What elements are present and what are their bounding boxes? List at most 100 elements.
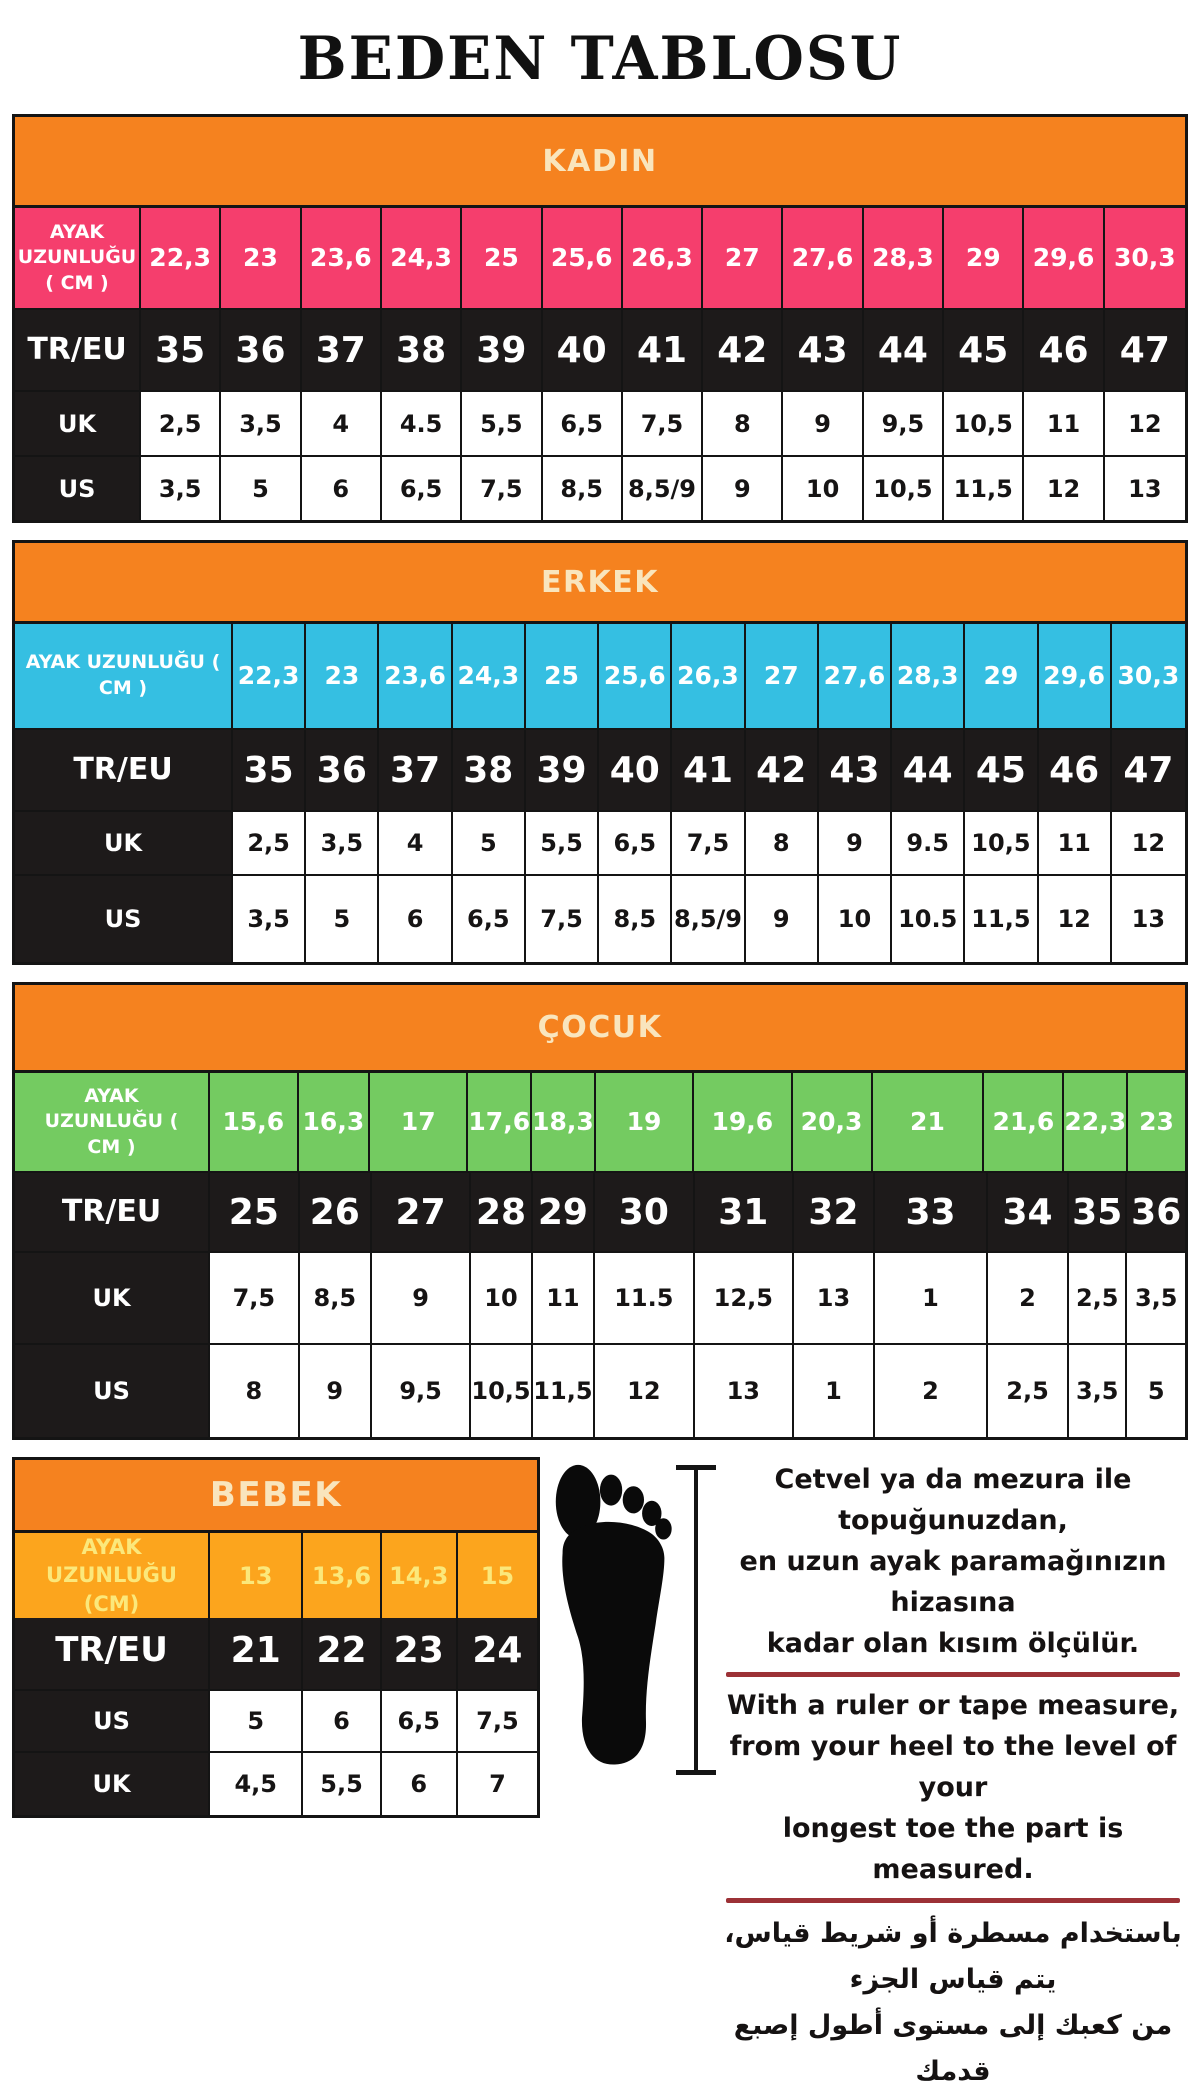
- size-cell: 25,6: [599, 624, 673, 728]
- foot-measure-illustration: [554, 1457, 716, 1797]
- size-cell: 10.5: [892, 876, 966, 962]
- instruction-tr-line2: en uzun ayak paramağınızın hizasına: [739, 1546, 1167, 1618]
- size-cell: 3,5: [141, 457, 222, 520]
- size-cell: 5,5: [303, 1753, 382, 1815]
- size-cell: 12,5: [694, 1253, 795, 1343]
- size-cell: 23: [382, 1611, 458, 1689]
- size-cell: 10,5: [863, 457, 945, 520]
- size-cell: 29: [965, 624, 1039, 728]
- measure-line-icon: [676, 1465, 716, 1775]
- row-label: US: [15, 457, 141, 520]
- table-row-erkek-ayak-uzunlu-u-cm: AYAK UZUNLUĞU ( CM ) 22,3 23 23,6 24,3 25 25,6…: [15, 624, 1185, 730]
- size-cell: 26,3: [622, 208, 704, 308]
- table-row-cocuk-uk: UK 7,5 8,5 9 10 11 11.5 12,5 13 1 2 2,5 3,5: [15, 1253, 1185, 1345]
- size-cell: 12: [1024, 457, 1105, 520]
- size-cell: 7,5: [525, 876, 600, 962]
- size-cell: 36: [221, 310, 302, 390]
- size-cell: 7,5: [672, 812, 746, 874]
- size-cell: 8,5/9: [622, 457, 704, 520]
- size-cell: 6,5: [599, 812, 673, 874]
- size-cell: 25: [462, 208, 543, 308]
- size-cell: 13: [694, 1345, 795, 1437]
- size-cell: 11: [1024, 392, 1105, 455]
- size-cell: 2,5: [1068, 1253, 1128, 1343]
- size-cell: 24,3: [381, 208, 463, 308]
- table-row-bebek-tr-eu: TR/EU 21 22 23 24: [15, 1611, 537, 1691]
- size-cell: 11,5: [965, 876, 1039, 962]
- size-cell: 21: [872, 1073, 985, 1171]
- table-row-erkek-tr-eu: TR/EU 35 36 37 38 39 40 41 42 43 44 45 46 47: [15, 730, 1185, 812]
- size-cell: 45: [944, 310, 1025, 390]
- divider-line: [726, 1898, 1180, 1903]
- size-cell: 23: [221, 208, 302, 308]
- table-row-kadin-ayak-uzunlu-u-cm: AYAK UZUNLUĞU ( CM ) 22,3 23 23,6 24,3 25 25,6…: [15, 208, 1185, 310]
- size-cell: 2,5: [988, 1345, 1069, 1437]
- size-cell: 8: [210, 1345, 300, 1437]
- table-row-erkek-uk: UK 2,5 3,5 4 5 5,5 6,5 7,5 8 9 9.5 10,5 11 12: [15, 812, 1185, 876]
- size-cell: 36: [1131, 1191, 1182, 1233]
- size-table-cocuk: ÇOCUK AYAK UZUNLUĞU ( CM ) 15,6 16,3 17 17,6 1…: [12, 982, 1188, 1440]
- size-cell: 9,5: [863, 392, 945, 455]
- table-title-cocuk: ÇOCUK: [15, 985, 1185, 1073]
- size-cell: 27,6: [818, 624, 893, 728]
- size-cell: 9: [818, 812, 893, 874]
- table-row-kadin-tr-eu: TR/EU 35 36 37 38 39 40 41 42 43 44 45 46 47: [15, 310, 1185, 392]
- instruction-ar-line1: باستخدام مسطرة أو شريط قياس، يتم قياس ال…: [724, 1918, 1182, 1995]
- size-cell: 5: [452, 812, 526, 874]
- size-cell: 13: [794, 1253, 875, 1343]
- size-cell: 9: [783, 392, 864, 455]
- size-cell: 7: [457, 1753, 537, 1815]
- size-cell: 15: [457, 1533, 537, 1619]
- size-cell: 3,5: [1068, 1345, 1128, 1437]
- size-cell: 22,3: [1064, 1073, 1129, 1171]
- size-cell: 8,5/9: [672, 876, 746, 962]
- size-cell: 37: [379, 730, 453, 810]
- instruction-arabic-block: باستخدام مسطرة أو شريط قياس، يتم قياس ال…: [722, 1911, 1184, 2095]
- row-label: UK: [15, 812, 233, 874]
- size-cell: 8,5: [299, 1253, 372, 1343]
- size-cell: 23,6: [379, 624, 453, 728]
- table-row-cocuk-us: US 8 9 9,5 10,5 11,5 12 13 1 2 2,5 3,5 5: [15, 1345, 1185, 1437]
- size-cell: 39: [526, 730, 600, 810]
- row-label: UK: [15, 392, 141, 455]
- size-cell: 5: [1127, 1345, 1185, 1437]
- size-cell: 10,5: [471, 1345, 533, 1437]
- size-cell: 9.5: [892, 812, 966, 874]
- size-cell: 24,3: [452, 624, 526, 728]
- size-cell: 22,3: [141, 208, 222, 308]
- main-tables: KADIN AYAK UZUNLUĞU ( CM ) 22,3 23 23,6 24,3 2…: [12, 114, 1188, 1440]
- size-cell: 13: [1111, 876, 1185, 962]
- size-cell: 11.5: [595, 1253, 695, 1343]
- row-label: TR/EU: [15, 1173, 210, 1251]
- size-cell: 35: [141, 310, 222, 390]
- instruction-en-line1: With a ruler or tape measure,: [726, 1690, 1180, 1721]
- size-cell: 16,3: [298, 1073, 371, 1171]
- size-cell: 1: [874, 1253, 989, 1343]
- size-cell: 35: [233, 730, 307, 810]
- size-cell: 47: [1123, 749, 1174, 791]
- size-cell: 33: [875, 1173, 989, 1251]
- size-cell: 39: [462, 310, 543, 390]
- size-cell: 30,3: [1104, 208, 1185, 308]
- row-label: TR/EU: [15, 1611, 210, 1689]
- size-cell: 1: [794, 1345, 875, 1437]
- size-cell: 8: [745, 812, 819, 874]
- row-label: US: [15, 1691, 210, 1751]
- size-cell: 12: [595, 1345, 695, 1437]
- size-cell: 3,5: [221, 392, 302, 455]
- size-cell: 21: [210, 1611, 304, 1689]
- size-cell: 21,6: [984, 1073, 1065, 1171]
- size-cell: 4: [379, 812, 453, 874]
- size-cell: 32: [794, 1173, 875, 1251]
- size-cell: 45: [965, 730, 1039, 810]
- size-cell: 13,6: [303, 1533, 382, 1619]
- size-cell: 15,6: [210, 1073, 299, 1171]
- size-cell: 4,5: [210, 1753, 304, 1815]
- size-cell: 6,5: [542, 392, 623, 455]
- size-cell: 43: [819, 730, 893, 810]
- size-cell: 37: [302, 310, 382, 390]
- size-cell: 42: [703, 310, 784, 390]
- size-cell: 28,3: [892, 624, 966, 728]
- size-cell: 2,5: [233, 812, 307, 874]
- size-cell: 12: [1038, 876, 1112, 962]
